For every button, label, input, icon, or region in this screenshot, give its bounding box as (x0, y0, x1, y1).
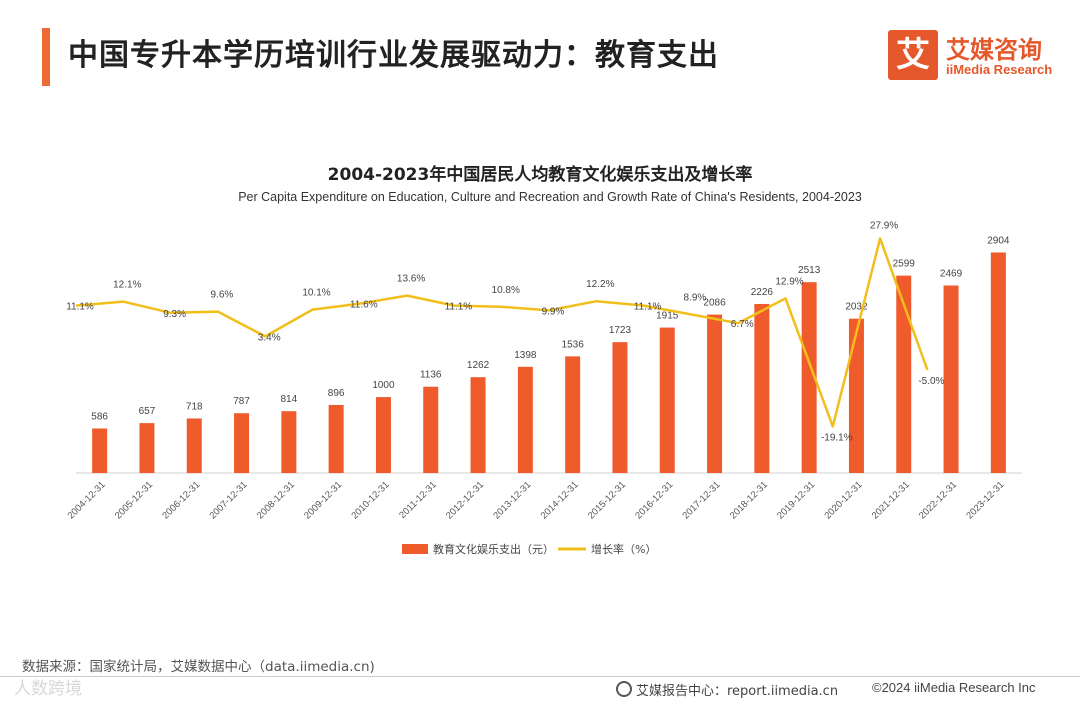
x-tick-2012-12-31: 2012-12-31 (444, 479, 486, 521)
x-tick-2013-12-31: 2013-12-31 (491, 479, 533, 521)
growth-label-4: 9.6% (211, 290, 234, 301)
bar-2021-12-31 (896, 275, 912, 473)
watermark: 人数跨境 (14, 679, 82, 699)
bar-label-2018-12-31: 2226 (751, 287, 774, 298)
x-tick-2006-12-31: 2006-12-31 (160, 479, 202, 521)
bar-2007-12-31 (234, 413, 250, 473)
x-tick-2005-12-31: 2005-12-31 (113, 479, 155, 521)
x-tick-2009-12-31: 2009-12-31 (302, 479, 344, 521)
bar-label-2016-12-31: 1915 (656, 311, 679, 322)
footer-copyright: ©2024 iiMedia Research Inc (872, 680, 1036, 695)
footer-site: 艾媒报告中心：report.iimedia.cn (616, 680, 838, 699)
bar-label-2009-12-31: 896 (328, 388, 345, 399)
bar-label-2013-12-31: 1398 (514, 350, 537, 361)
bar-label-2021-12-31: 2599 (893, 259, 916, 270)
bar-2011-12-31 (423, 386, 439, 473)
growth-label-7: 11.6% (350, 300, 378, 311)
bar-2019-12-31 (801, 282, 817, 473)
bar-2012-12-31 (470, 377, 486, 473)
bar-2009-12-31 (328, 404, 344, 473)
page-title: 中国专升本学历培训行业发展驱动力：教育支出 (68, 38, 719, 73)
bar-label-2004-12-31: 586 (91, 412, 108, 423)
bar-2018-12-31 (754, 303, 770, 473)
growth-label-3: 9.3% (163, 309, 186, 320)
brand-logo: 艾 艾媒咨询 iiMedia Research (888, 30, 1058, 82)
bar-label-2005-12-31: 657 (139, 406, 156, 417)
bar-label-2008-12-31: 814 (281, 394, 298, 405)
growth-label-11: 9.9% (542, 306, 565, 317)
globe-icon (616, 681, 632, 697)
x-tick-2021-12-31: 2021-12-31 (870, 479, 912, 521)
bar-2023-12-31 (990, 252, 1006, 473)
logo-text-cn: 艾媒咨询 (946, 36, 1042, 64)
growth-label-5: 3.4% (258, 332, 281, 343)
bar-label-2019-12-31: 2513 (798, 265, 821, 276)
x-tick-2014-12-31: 2014-12-31 (539, 479, 581, 521)
data-source: 数据来源：国家统计局，艾媒数据中心（data.iimedia.cn) (22, 659, 375, 675)
growth-label-1: 11.1% (66, 302, 94, 313)
x-tick-2004-12-31: 2004-12-31 (66, 479, 108, 521)
x-tick-2019-12-31: 2019-12-31 (775, 479, 817, 521)
growth-label-6: 10.1% (302, 288, 330, 299)
growth-label-15: 6.7% (731, 319, 754, 330)
growth-label-10: 10.8% (492, 285, 520, 296)
x-tick-2007-12-31: 2007-12-31 (208, 479, 250, 521)
logo-mark-icon: 艾 (888, 30, 938, 80)
legend-bar-label: 教育文化娱乐支出（元） (433, 542, 554, 556)
bar-label-2020-12-31: 2032 (845, 302, 868, 313)
bar-2004-12-31 (92, 428, 108, 473)
legend-bar-swatch (402, 544, 428, 554)
bar-2016-12-31 (659, 327, 675, 473)
bar-2020-12-31 (848, 318, 864, 473)
bar-label-2022-12-31: 2469 (940, 269, 963, 280)
bar-2014-12-31 (565, 356, 581, 473)
x-tick-2020-12-31: 2020-12-31 (822, 479, 864, 521)
bar-label-2007-12-31: 787 (233, 396, 250, 407)
bar-label-2011-12-31: 1136 (420, 370, 442, 381)
bar-label-2023-12-31: 2904 (987, 235, 1010, 246)
legend-line-label: 增长率（%） (591, 542, 656, 556)
chart-title: 2004-2023年中国居民人均教育文化娱乐支出及增长率 (327, 165, 753, 185)
growth-line-series (75, 237, 929, 428)
bar-label-2017-12-31: 2086 (703, 298, 726, 309)
bar-label-2012-12-31: 1262 (467, 360, 490, 371)
growth-label-16: 12.9% (775, 276, 803, 287)
growth-label-13: 11.1% (634, 302, 662, 313)
bar-label-2006-12-31: 718 (186, 401, 203, 412)
x-tick-2018-12-31: 2018-12-31 (728, 479, 770, 521)
growth-label-2: 12.1% (113, 280, 141, 291)
bar-2006-12-31 (186, 418, 202, 473)
bar-label-2014-12-31: 1536 (562, 339, 585, 350)
footer-site-text: 艾媒报告中心：report.iimedia.cn (636, 684, 839, 699)
chart-subtitle: Per Capita Expenditure on Education, Cul… (238, 190, 862, 204)
growth-label-9: 11.1% (445, 302, 473, 313)
title-accent-bar (42, 28, 50, 86)
bar-2017-12-31 (707, 314, 723, 473)
growth-label-14: 8.9% (684, 292, 707, 303)
bar-2005-12-31 (139, 423, 155, 473)
footer-divider (0, 676, 1080, 677)
bar-2022-12-31 (943, 285, 959, 473)
bar-2015-12-31 (612, 342, 628, 473)
x-tick-2010-12-31: 2010-12-31 (349, 479, 391, 521)
growth-label-19: -5.0% (918, 376, 944, 387)
x-tick-2016-12-31: 2016-12-31 (633, 479, 675, 521)
x-tick-2017-12-31: 2017-12-31 (681, 479, 723, 521)
growth-label-12: 12.2% (586, 279, 614, 290)
bar-label-2010-12-31: 1000 (372, 380, 395, 391)
bar-2013-12-31 (517, 366, 533, 473)
logo-text-en: iiMedia Research (946, 62, 1053, 77)
x-tick-2008-12-31: 2008-12-31 (255, 479, 297, 521)
bar-2010-12-31 (375, 397, 391, 473)
growth-label-17: -19.1% (821, 432, 853, 443)
growth-label-8: 13.6% (397, 274, 425, 285)
bar-2008-12-31 (281, 411, 297, 473)
x-tick-2015-12-31: 2015-12-31 (586, 479, 628, 521)
x-tick-2022-12-31: 2022-12-31 (917, 479, 959, 521)
growth-label-18: 27.9% (870, 220, 898, 231)
x-tick-2023-12-31: 2023-12-31 (964, 479, 1006, 521)
bar-label-2015-12-31: 1723 (609, 325, 632, 336)
x-tick-2011-12-31: 2011-12-31 (397, 479, 439, 521)
